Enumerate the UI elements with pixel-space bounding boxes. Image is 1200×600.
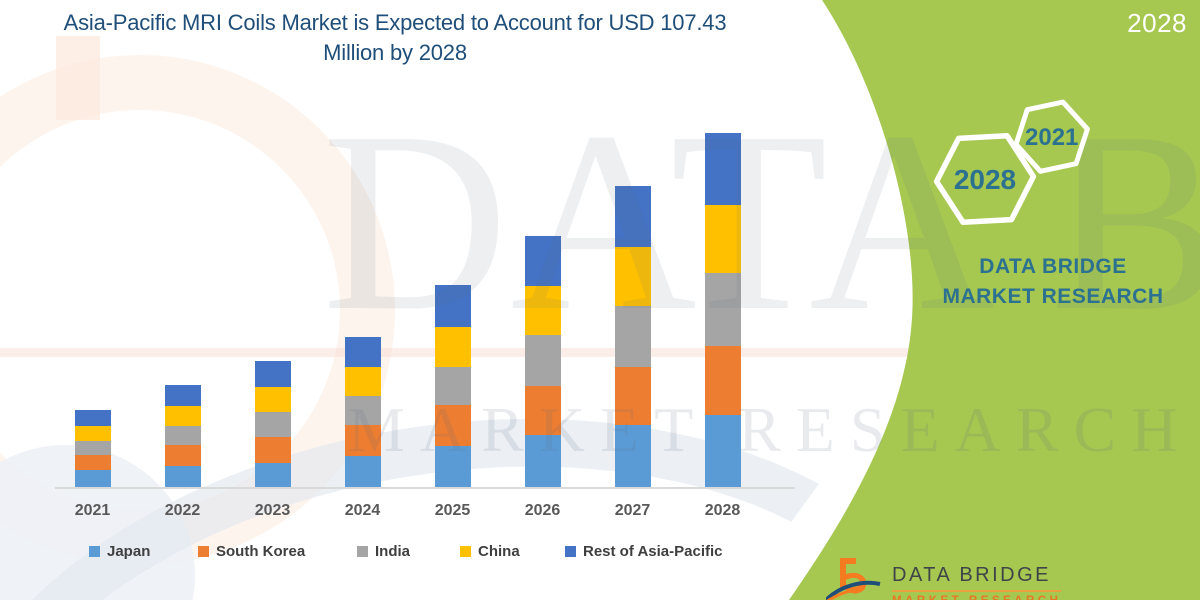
legend-label: South Korea: [216, 542, 306, 560]
background-accent-band: [0, 348, 1200, 357]
bar-segment-china-2024: [344, 367, 381, 397]
legend-item-rest-of-asia-pacific: Rest of Asia-Pacific: [565, 542, 723, 560]
footer-logo: DATA BRIDGE MARKET RESEARCH: [826, 556, 1062, 600]
bar-segment-rest-of-asia-pacific-2021: [74, 409, 111, 426]
chart-title: Asia-Pacific MRI Coils Market is Expecte…: [63, 10, 727, 66]
bar-segment-japan-2026: [524, 435, 561, 487]
legend-swatch: [89, 545, 100, 557]
hexagon-2021-label: 2021: [1025, 124, 1078, 151]
bar-segment-japan-2021: [74, 469, 111, 487]
bar-segment-south-korea-2021: [74, 454, 111, 470]
x-axis-label-2022: 2022: [164, 502, 201, 519]
x-axis-label-2021: 2021: [74, 502, 111, 519]
legend-label: Rest of Asia-Pacific: [583, 542, 723, 560]
x-axis-label-2028: 2028: [704, 502, 741, 519]
x-axis-label-2024: 2024: [344, 502, 381, 519]
bar-segment-rest-of-asia-pacific-2028: [704, 133, 741, 205]
footer-logo-subtitle: MARKET RESEARCH: [892, 595, 1061, 600]
legend-item-japan: Japan: [89, 542, 151, 560]
x-axis-line: [55, 487, 795, 489]
bar-segment-india-2028: [704, 273, 741, 346]
bar-segment-south-korea-2024: [344, 425, 381, 457]
bar-segment-india-2024: [344, 396, 381, 426]
hexagon-2021-outline: [1013, 99, 1090, 174]
bar-segment-india-2026: [524, 335, 561, 387]
x-axis-label-2025: 2025: [434, 502, 471, 519]
bar-segment-china-2026: [524, 285, 561, 336]
bar-segment-japan-2024: [344, 456, 381, 487]
bar-segment-rest-of-asia-pacific-2026: [524, 235, 561, 286]
bar-segment-south-korea-2022: [164, 445, 201, 467]
stacked-bar-chart: 2021 2022 2023 2024 2025 2026 2027 2028 Japan Sou…: [55, 133, 795, 560]
bar-segment-south-korea-2027: [614, 367, 651, 426]
x-axis-label-2026: 2026: [524, 502, 561, 519]
bar-segment-china-2022: [164, 405, 201, 427]
bar-segment-japan-2023: [254, 462, 291, 487]
bar-segment-japan-2025: [434, 445, 471, 487]
bar-segment-south-korea-2028: [704, 345, 741, 415]
legend-label: China: [478, 542, 520, 560]
legend-item-china: China: [460, 542, 520, 560]
bar-segment-rest-of-asia-pacific-2022: [164, 384, 201, 406]
legend-item-south-korea: South Korea: [198, 542, 306, 560]
legend-swatch: [460, 545, 471, 557]
bar-segment-japan-2022: [164, 466, 201, 487]
bar-segment-china-2025: [434, 327, 471, 367]
bar-segment-japan-2028: [704, 414, 741, 487]
legend-label: India: [375, 542, 411, 560]
hexagon-2028-outline: [933, 133, 1037, 225]
bar-segment-rest-of-asia-pacific-2025: [434, 285, 471, 328]
legend-item-india: India: [357, 542, 411, 560]
bar-segment-india-2027: [614, 306, 651, 368]
forecast-hexagons: 2028 2021: [933, 99, 1090, 225]
bar-segment-rest-of-asia-pacific-2024: [344, 337, 381, 368]
bar-segment-rest-of-asia-pacific-2023: [254, 361, 291, 388]
bar-segment-india-2022: [164, 426, 201, 446]
bar-segment-china-2027: [614, 247, 651, 307]
bar-segment-india-2021: [74, 440, 111, 455]
bar-segment-china-2023: [254, 387, 291, 412]
bar-segment-china-2028: [704, 204, 741, 274]
legend-swatch: [565, 545, 576, 557]
bar-segment-south-korea-2025: [434, 404, 471, 446]
legend-swatch: [198, 545, 209, 557]
bar-segment-rest-of-asia-pacific-2027: [614, 186, 651, 248]
bar-segment-india-2023: [254, 411, 291, 437]
bar-segment-china-2021: [74, 425, 111, 441]
bar-segment-japan-2027: [614, 425, 651, 487]
data-bridge-logo-icon: [826, 558, 881, 600]
bar-segment-south-korea-2023: [254, 436, 291, 463]
x-axis-label-2023: 2023: [254, 502, 291, 519]
legend-swatch: [357, 545, 368, 557]
x-axis-label-2027: 2027: [614, 502, 651, 519]
footer-logo-name: DATA BRIDGE: [892, 564, 1062, 592]
bar-segment-india-2025: [434, 366, 471, 405]
brand-name-text: DATA BRIDGE MARKET RESEARCH: [942, 255, 1164, 309]
bar-segment-south-korea-2026: [524, 386, 561, 436]
forecast-year-label: 2028: [1127, 8, 1187, 38]
hexagon-2028-label: 2028: [954, 164, 1016, 195]
footer-logo-text: DATA BRIDGE MARKET RESEARCH: [892, 556, 1062, 600]
legend-label: Japan: [107, 542, 151, 560]
